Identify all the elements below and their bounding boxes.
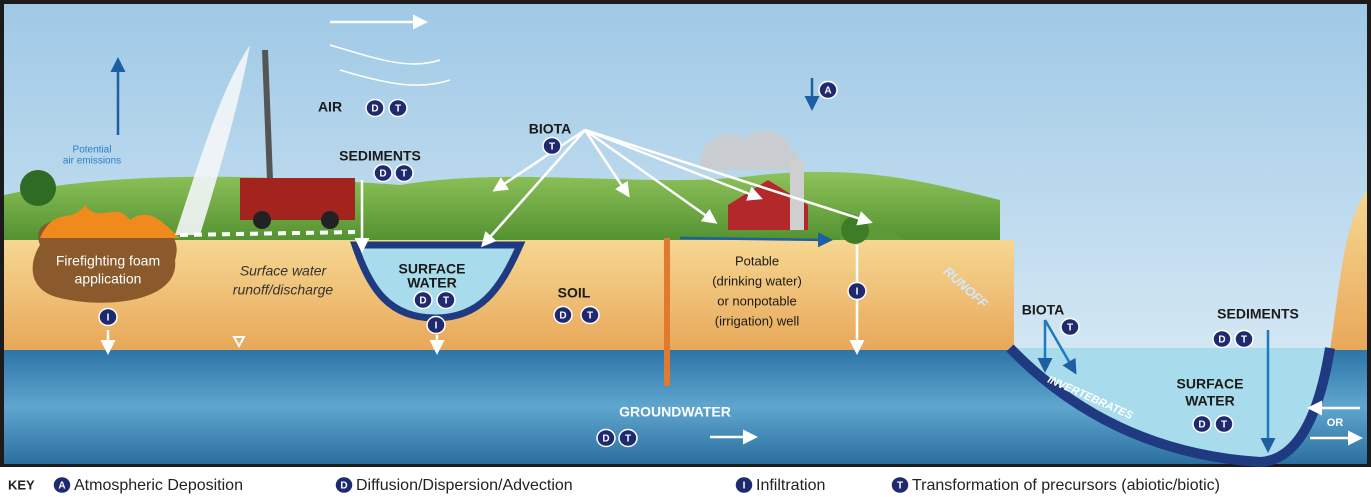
badge-letter: I [856,287,859,298]
label: Surface water [240,263,328,279]
badge-letter: D [602,434,609,445]
key-text: Infiltration [756,477,825,494]
key-text: Transformation of precursors (abiotic/bi… [912,477,1220,494]
badge-letter: T [395,104,401,115]
badge-letter: D [1198,420,1205,431]
badge-letter: T [549,142,555,153]
label: SURFACE [1177,376,1244,392]
badge-letter: D [379,169,386,180]
badge-letter: D [340,481,347,492]
badge-letter: T [443,296,449,307]
badge-letter: D [419,296,426,307]
badge-letter: D [371,104,378,115]
badge-letter: T [587,311,593,322]
badge-letter: T [897,481,903,492]
label: OR [1327,417,1344,429]
label: application [75,271,142,287]
label: runoff/discharge [233,282,334,298]
label: BIOTA [529,121,572,137]
label: Firefighting foam [56,253,160,269]
badge-letter: T [1221,420,1227,431]
badge-letter: I [435,321,438,332]
badge-letter: T [1067,323,1073,334]
badge-letter: T [401,169,407,180]
badge-letter: T [625,434,631,445]
diagram: Potentialair emissionsAIRDTSEDIMENTSDTBI… [0,0,1371,497]
label: SEDIMENTS [339,148,421,164]
key-text: Diffusion/Dispersion/Advection [356,477,573,494]
label: air emissions [63,156,121,167]
label: SOIL [558,285,591,301]
label: (irrigation) well [715,313,800,328]
badge-letter: D [559,311,566,322]
label: (drinking water) [712,273,802,288]
badge-letter: A [58,481,65,492]
label: GROUNDWATER [619,404,731,420]
label: WATER [1185,393,1235,409]
label: AIR [318,99,342,115]
label: Potable [735,253,779,268]
badge-letter: I [107,313,110,324]
key-text: Atmospheric Deposition [74,477,243,494]
label: or nonpotable [717,293,797,308]
label: SEDIMENTS [1217,306,1299,322]
label: WATER [407,275,457,291]
badge-letter: A [824,86,831,97]
label: BIOTA [1022,302,1065,318]
badge-letter: I [743,481,746,492]
badge-letter: D [1218,335,1225,346]
scenery [0,0,1371,467]
label: Potential [73,145,112,156]
key-title: KEY [8,477,35,492]
badge-letter: T [1241,335,1247,346]
